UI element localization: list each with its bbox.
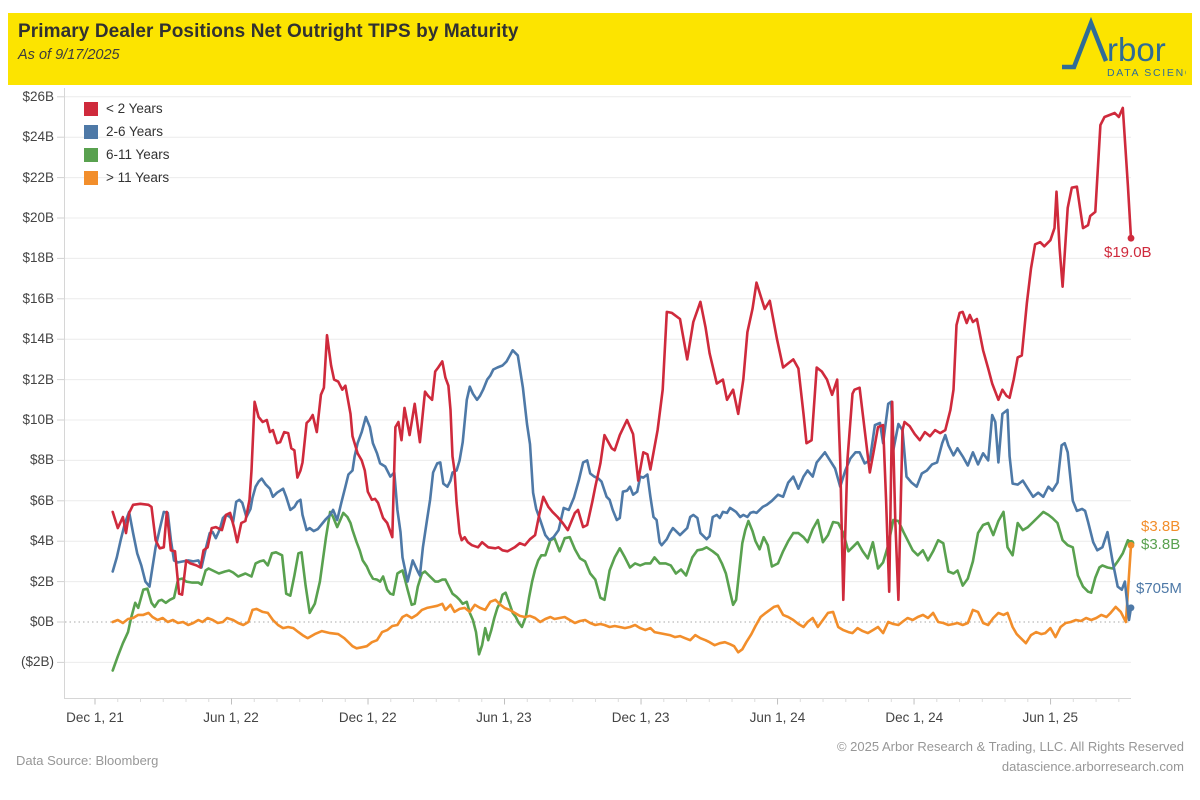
y-axis-tick-label: $4B bbox=[29, 533, 54, 549]
y-axis-tick-label: $16B bbox=[22, 290, 54, 306]
legend-item-1[interactable]: < 2 Years bbox=[84, 97, 170, 120]
legend-item-4[interactable]: > 11 Years bbox=[84, 166, 170, 189]
x-axis-tick-label: Jun 1, 23 bbox=[476, 710, 532, 725]
end-label-gt11: $3.8B bbox=[1141, 518, 1181, 535]
legend-label: 2-6 Years bbox=[106, 124, 164, 139]
header-banner: Primary Dealer Positions Net Outright TI… bbox=[8, 13, 1200, 85]
legend-swatch-icon bbox=[84, 170, 98, 185]
logo-graphic: rbor DATA SCIENCE bbox=[1062, 16, 1200, 79]
series-line-gt11 bbox=[111, 543, 1133, 654]
x-axis-tick-label: Dec 1, 23 bbox=[611, 710, 670, 725]
end-label-y6_11: $3.8B bbox=[1141, 536, 1181, 553]
legend-label: 6-11 Years bbox=[106, 147, 170, 162]
x-axis-tick-label: Dec 1, 22 bbox=[338, 710, 397, 725]
legend-swatch-icon bbox=[84, 101, 98, 116]
y-axis-tick-label: $14B bbox=[22, 331, 54, 347]
x-axis-tick-label: Dec 1, 21 bbox=[66, 710, 124, 725]
copyright-note: © 2025 Arbor Research & Trading, LLC. Al… bbox=[836, 739, 1184, 754]
legend-label: < 2 Years bbox=[106, 101, 163, 116]
y-axis-tick-label: $20B bbox=[22, 210, 54, 225]
legend: < 2 Years 2-6 Years 6-11 Years > 11 Years bbox=[84, 97, 170, 189]
legend-label: > 11 Years bbox=[106, 170, 170, 185]
y-axis-tick-label: $2B bbox=[29, 573, 54, 589]
y-axis-tick-label: $8B bbox=[29, 452, 54, 468]
logo-brand-text: rbor bbox=[1107, 31, 1166, 68]
y-axis-tick-label: $26B bbox=[22, 88, 54, 104]
legend-swatch-icon bbox=[84, 147, 98, 162]
y-axis-tick-label: $22B bbox=[22, 169, 54, 185]
end-label-y2_6: $705M bbox=[1136, 580, 1182, 597]
y-axis-tick-label: $18B bbox=[22, 250, 54, 266]
y-axis-tick-label: $24B bbox=[22, 129, 54, 145]
website-link[interactable]: datascience.arborresearch.com bbox=[1001, 759, 1184, 774]
y-axis-tick-label: $10B bbox=[22, 412, 54, 427]
y-axis-tick-label: $6B bbox=[29, 492, 54, 508]
legend-item-3[interactable]: 6-11 Years bbox=[84, 143, 170, 166]
y-axis-tick-label: ($2B) bbox=[20, 654, 54, 670]
x-axis-tick-label: Jun 1, 22 bbox=[203, 710, 259, 725]
page-subtitle: As of 9/17/2025 bbox=[18, 47, 120, 63]
series-end-dot-gt11 bbox=[1127, 541, 1135, 549]
logo-tagline-text: DATA SCIENCE bbox=[1107, 67, 1186, 79]
x-axis-tick-label: Jun 1, 24 bbox=[749, 710, 806, 725]
data-source-note: Data Source: Bloomberg bbox=[16, 753, 159, 768]
series-end-dot-lt2 bbox=[1127, 234, 1135, 242]
series-line-lt2 bbox=[111, 106, 1133, 602]
x-axis-tick-label: Dec 1, 24 bbox=[885, 710, 944, 725]
page-title: Primary Dealer Positions Net Outright TI… bbox=[18, 21, 519, 42]
y-axis-tick-label: $12B bbox=[22, 371, 54, 387]
series-line-y2_6 bbox=[111, 348, 1133, 622]
series-end-dot-y2_6 bbox=[1127, 604, 1135, 612]
end-label-lt2: $19.0B bbox=[1104, 244, 1152, 261]
logo-mountain-icon bbox=[1062, 16, 1109, 70]
legend-item-2[interactable]: 2-6 Years bbox=[84, 120, 170, 143]
x-axis-tick-label: Jun 1, 25 bbox=[1022, 710, 1079, 725]
legend-swatch-icon bbox=[84, 124, 98, 139]
arbor-logo: rbor DATA SCIENCE bbox=[1058, 15, 1200, 81]
y-axis-tick-label: $0B bbox=[29, 614, 54, 629]
series-line-y6_11 bbox=[111, 510, 1133, 672]
